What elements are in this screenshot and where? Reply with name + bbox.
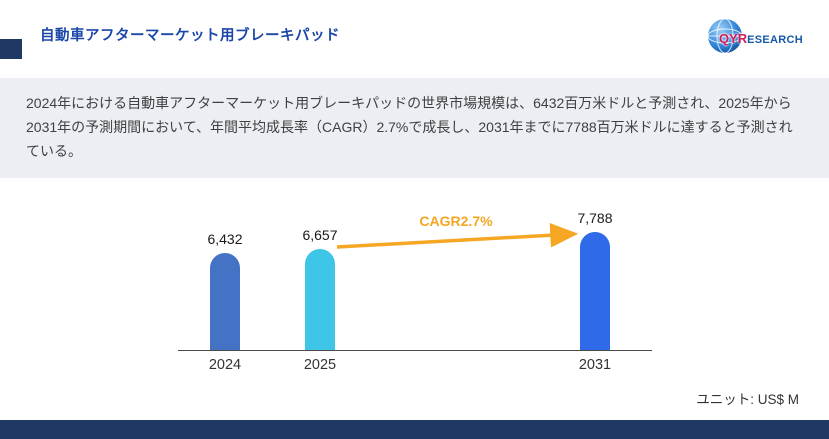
x-tick-2025: 2025 (303, 357, 337, 373)
bar-2031 (580, 232, 610, 350)
globe-icon (707, 18, 743, 59)
page-title: 自動車アフターマーケット用ブレーキパッド (40, 28, 340, 44)
footer-bar (0, 420, 829, 439)
cagr-arrow (336, 223, 579, 249)
logo-text-research: ESEARCH (747, 33, 803, 46)
bar-value-2025: 6,657 (302, 227, 338, 243)
header: 自動車アフターマーケット用ブレーキパッド (0, 0, 829, 78)
x-axis-line (178, 350, 652, 351)
bar-chart: CAGR2.7% 6,432 6,657 7,788 2024 2025 203… (170, 200, 670, 400)
x-tick-2031: 2031 (578, 357, 612, 373)
bar-value-2031: 7,788 (577, 210, 613, 226)
bar-group-2031: 7,788 (565, 210, 625, 350)
bar-2024 (210, 253, 240, 350)
qyresearch-logo: QYRESEARCH (707, 18, 803, 59)
x-tick-2024: 2024 (208, 357, 242, 373)
cagr-annotation: CAGR2.7% (419, 213, 493, 229)
bar-2025 (305, 249, 335, 350)
bar-group-2025: 6,657 (290, 227, 350, 350)
unit-label: ユニット: US$ M (696, 392, 799, 407)
logo-text-qyr: QYR (718, 30, 748, 46)
title-accent-square (0, 39, 22, 59)
market-summary-paragraph: 2024年における自動車アフターマーケット用ブレーキパッドの世界市場規模は、64… (0, 78, 829, 179)
logo-text: QYRESEARCH (719, 30, 803, 48)
bar-group-2024: 6,432 (195, 231, 255, 350)
bar-value-2024: 6,432 (207, 231, 243, 247)
